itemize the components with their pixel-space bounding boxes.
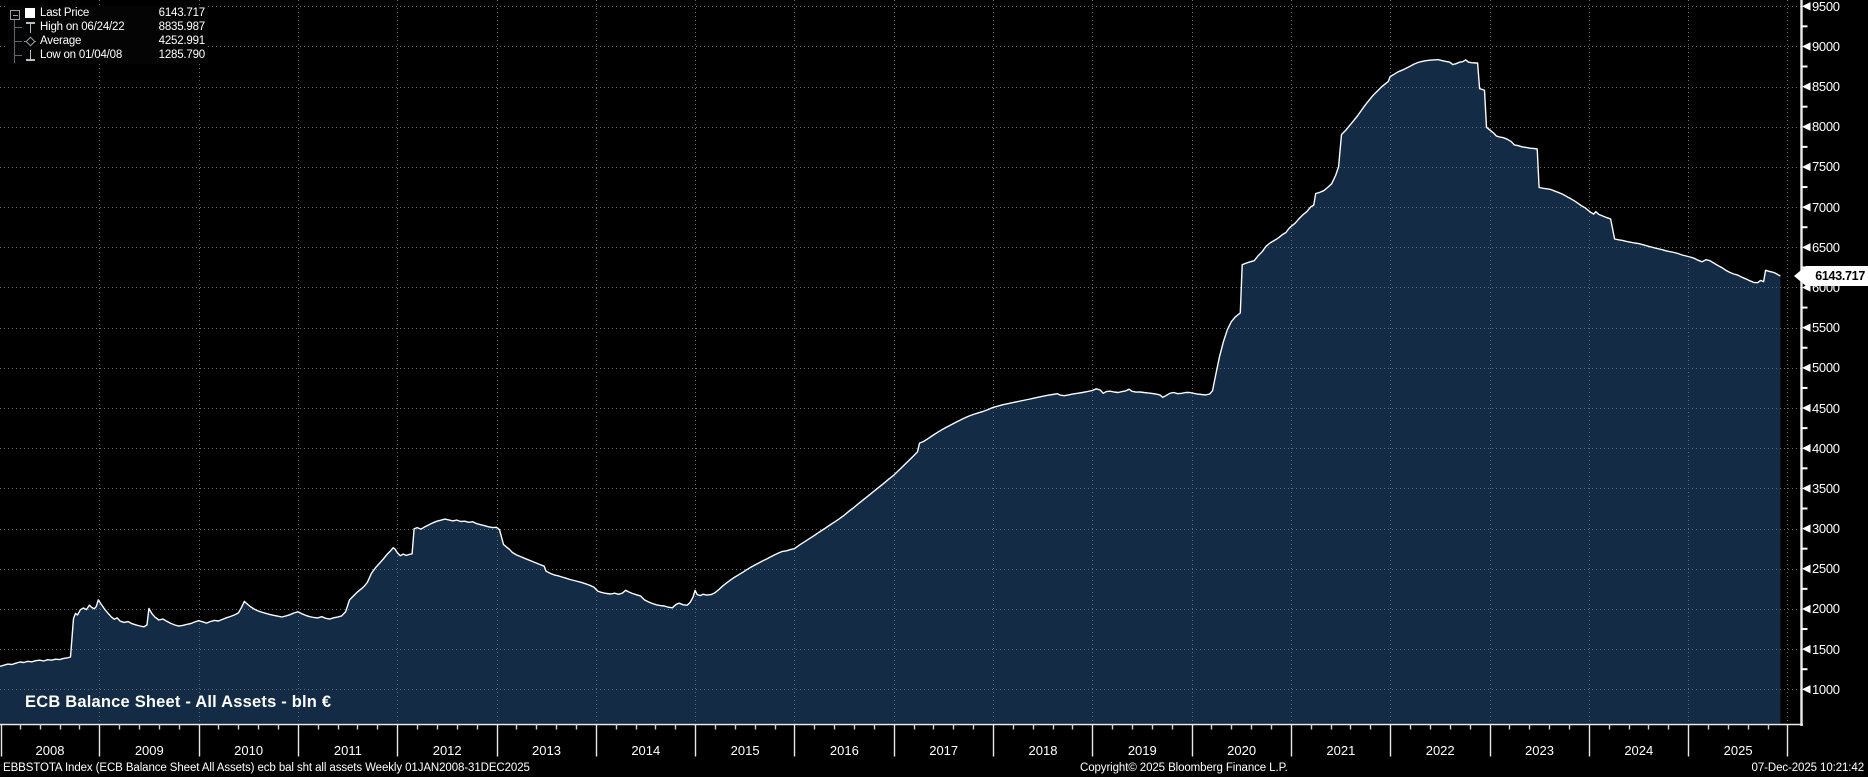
x-axis-year-label: 2024 <box>1624 743 1654 758</box>
x-axis-year-label: 2022 <box>1425 743 1455 758</box>
y-axis-label: 5500 <box>1812 320 1840 336</box>
last-price-flag: 6143.717 <box>1794 266 1868 286</box>
x-axis-year-label: 2018 <box>1028 743 1058 758</box>
x-axis-year-label: 2015 <box>730 743 760 758</box>
y-axis-label: 5000 <box>1812 360 1840 376</box>
legend-panel: Last Price 6143.717 High on 06/24/22 883… <box>8 6 208 64</box>
y-axis-label: 9000 <box>1812 38 1840 54</box>
x-axis-year-label: 2014 <box>631 743 661 758</box>
y-axis-label: 3000 <box>1812 521 1840 537</box>
y-axis-label: 7000 <box>1812 199 1840 215</box>
legend-tree-line <box>14 55 22 56</box>
x-axis-year-label: 2011 <box>333 743 362 758</box>
legend-label: Last Price <box>40 7 90 19</box>
y-axis-label: 8500 <box>1812 79 1840 95</box>
x-axis-year-label: 2025 <box>1723 743 1753 758</box>
x-axis-year-label: 2020 <box>1227 743 1257 758</box>
legend-value: 8835.987 <box>158 21 206 33</box>
legend-item-high[interactable]: High on 06/24/22 8835.987 <box>8 20 208 34</box>
legend-collapse-toggle-icon[interactable] <box>10 10 20 20</box>
x-axis-year-label: 2019 <box>1127 743 1157 758</box>
legend-value: 4252.991 <box>158 35 206 47</box>
legend-item-last-price[interactable]: Last Price 6143.717 <box>8 6 208 20</box>
y-axis-label: 9500 <box>1812 0 1840 14</box>
legend-tree-line <box>14 27 22 28</box>
low-marker-icon <box>25 49 36 61</box>
high-marker-icon <box>25 21 36 33</box>
status-bar: EBBSTOTA Index (ECB Balance Sheet All As… <box>0 760 1868 777</box>
y-axis-label: 1000 <box>1812 681 1840 697</box>
average-marker-icon <box>24 36 36 47</box>
status-timestamp: 07-Dec-2025 10:21:42 <box>1751 762 1865 774</box>
y-axis-label: 1500 <box>1812 641 1840 657</box>
legend-label: High on 06/24/22 <box>40 21 125 33</box>
y-axis-label: 2000 <box>1812 601 1840 617</box>
x-axis-year-label: 2023 <box>1525 743 1554 758</box>
y-axis-label: 4000 <box>1812 440 1840 456</box>
x-axis-year-label: 2017 <box>929 743 959 758</box>
x-axis-year-label: 2009 <box>134 743 164 758</box>
chart-title: ECB Balance Sheet - All Assets - bln € <box>25 693 332 711</box>
legend-value: 6143.717 <box>158 7 206 19</box>
legend-tree-line <box>14 41 22 42</box>
x-axis-year-label: 2012 <box>432 743 462 758</box>
legend-item-low[interactable]: Low on 01/04/08 1285.790 <box>8 48 208 62</box>
x-axis-year-label: 2021 <box>1326 743 1356 758</box>
legend-value: 1285.790 <box>158 49 206 61</box>
legend-item-average[interactable]: Average 4252.991 <box>8 34 208 48</box>
last-price-flag-value: 6143.717 <box>1815 269 1865 283</box>
y-axis-label: 2500 <box>1812 561 1840 577</box>
series-color-swatch-icon <box>25 8 35 18</box>
y-axis-label: 3500 <box>1812 480 1840 496</box>
y-axis-label: 4500 <box>1812 400 1840 416</box>
status-security-description: EBBSTOTA Index (ECB Balance Sheet All As… <box>3 762 530 774</box>
x-axis-year-label: 2010 <box>234 743 264 758</box>
x-axis-year-label: 2016 <box>829 743 859 758</box>
y-axis-label: 8000 <box>1812 119 1840 135</box>
x-axis-year-label: 2008 <box>35 743 65 758</box>
y-axis-label: 7500 <box>1812 159 1840 175</box>
status-copyright: Copyright© 2025 Bloomberg Finance L.P. <box>1080 762 1288 774</box>
legend-label: Average <box>40 35 82 47</box>
x-axis-year-label: 2013 <box>532 743 561 758</box>
legend-label: Low on 01/04/08 <box>40 49 123 61</box>
y-axis-label: 6500 <box>1812 239 1840 255</box>
